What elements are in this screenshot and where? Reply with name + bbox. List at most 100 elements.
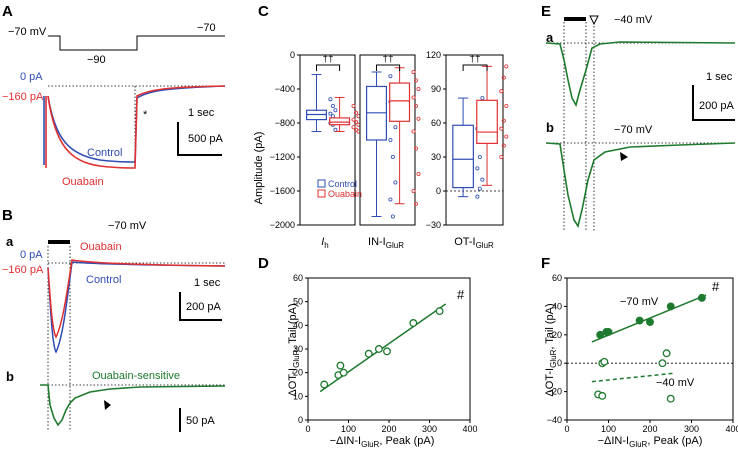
group-ih: Ih (321, 236, 329, 250)
scale-current-e: 200 pA (699, 100, 735, 112)
y-tick-label: −20 (547, 387, 562, 397)
ouabain-sensitive-trace (40, 384, 226, 427)
scale-bar (177, 122, 222, 156)
panel-e-vb: −70 mV (614, 124, 653, 136)
plot-frame (359, 54, 416, 226)
scale-time-e: 1 sec (706, 71, 733, 83)
group-in: IN-IGluR (368, 236, 404, 250)
data-point (336, 361, 345, 370)
panel-a-izero: 0 pA (20, 71, 43, 83)
panel-b-izero: 0 pA (20, 249, 43, 261)
data-point (353, 110, 358, 115)
data-point (475, 166, 480, 171)
filled-point (697, 293, 706, 302)
data-point (320, 380, 329, 389)
data-point (330, 104, 335, 109)
legend-control-b: Control (86, 274, 121, 286)
y-tick-label: 60 (293, 273, 303, 283)
data-point (475, 194, 480, 199)
y-tick-label: 120 (426, 50, 441, 60)
data-point (499, 89, 504, 94)
panel-b-label: B (2, 207, 13, 224)
panel-d-ylabel-text: ΔOT-IGluR, Tail (pA) (287, 303, 301, 396)
data-point (416, 116, 421, 121)
panel-b-vhold: −70 mV (108, 220, 147, 232)
data-point (388, 137, 393, 142)
scale-current-sensitive: 50 pA (186, 415, 215, 427)
y-tick-label: 0 (290, 50, 295, 60)
panel-e: E a b −40 mV −70 mV 1 sec 200 pA (541, 3, 736, 232)
y-tick-label: 40 (293, 320, 303, 330)
trace-e-b (545, 142, 736, 228)
panel-b-ihold: −160 pA (2, 264, 44, 276)
sig-label: †† (470, 54, 481, 65)
scale-bar-e (692, 85, 735, 121)
plot-frame (445, 54, 504, 226)
panel-d-label: D (258, 255, 269, 272)
panel-f: F 01002003004006040200−20−40 ΔOT-IGluR, … (541, 255, 738, 449)
legend-ouabain: Ouabain (62, 176, 104, 188)
ouabain-trace-b (47, 259, 226, 339)
filled-point (666, 302, 675, 311)
x-tick-label: 300 (684, 424, 699, 434)
legend-sensitive: Ouabain-sensitive (92, 370, 180, 382)
panel-f-marker: # (712, 279, 720, 294)
scale-time: 1 sec (188, 107, 215, 119)
panel-e-label: E (541, 3, 551, 20)
sig-bracket (316, 64, 341, 71)
filled-point (646, 318, 654, 326)
y-tick-label: −800 (275, 118, 295, 128)
chart-f: 01002003004006040200−20−40 (547, 273, 738, 434)
panel-b-sub-b: b (6, 369, 14, 384)
y-tick-label: 20 (293, 368, 303, 378)
panel-f-ylabel: ΔOT-IGluR, Tail (pA) (544, 303, 558, 396)
y-tick-label: 60 (552, 273, 562, 283)
filled-point (604, 328, 613, 336)
arrowhead-icon (104, 400, 111, 410)
data-point (480, 177, 485, 182)
legend-ouabain-swatch (317, 189, 326, 198)
open-point (598, 391, 607, 400)
data-point (411, 70, 416, 75)
data-point (393, 180, 398, 185)
panel-c: C Amplitude (pA) 0 −400 −800 −1200 −1600 −200… (253, 3, 509, 250)
x-tick-label: 300 (422, 424, 437, 434)
data-point (416, 87, 421, 92)
y-tick-label: 0 (557, 358, 562, 368)
data-point (411, 188, 416, 193)
panel-b: B a b −70 mV 0 pA −160 pA Ouabain Contro… (2, 207, 226, 432)
legend-control: Control (87, 147, 122, 159)
y-tick-label: −1200 (270, 152, 295, 162)
panel-f-vopen: −40 mV (656, 377, 695, 389)
data-point (480, 96, 485, 101)
y-tick-label: −30 (426, 220, 441, 230)
data-point (333, 127, 338, 132)
data-point (374, 345, 383, 353)
data-point (477, 186, 482, 191)
data-point (328, 111, 333, 116)
panel-a: A −70 mV −90 −70 0 pA −160 pA * Control … (2, 3, 226, 188)
data-point (411, 95, 416, 100)
data-point (413, 104, 418, 109)
data-point (501, 118, 506, 123)
arrowhead-icon-e (620, 152, 628, 161)
panel-f-label: F (541, 255, 550, 272)
sig-label: †† (382, 54, 393, 65)
application-bar (48, 240, 70, 244)
application-bar-e (564, 17, 586, 21)
legend-control-swatch (317, 179, 326, 188)
data-point (328, 97, 333, 102)
y-tick-label: 10 (293, 391, 303, 401)
panel-d-xlabel: −ΔIN-IGluR, Peak (pA) (330, 435, 435, 449)
x-tick-label: 200 (381, 424, 396, 434)
sig-bracket (462, 64, 488, 71)
x-tick-label: 400 (725, 424, 738, 434)
data-point (501, 143, 506, 148)
panel-c-ylabel: Amplitude (pA) (253, 132, 265, 205)
legend-ouabain-c: Ouabain (328, 189, 362, 199)
legend-ouabain-b: Ouabain (80, 241, 122, 253)
y-tick-label: 60 (431, 118, 441, 128)
y-tick-label: −2000 (270, 220, 295, 230)
data-point (411, 129, 416, 134)
data-point (364, 349, 373, 358)
